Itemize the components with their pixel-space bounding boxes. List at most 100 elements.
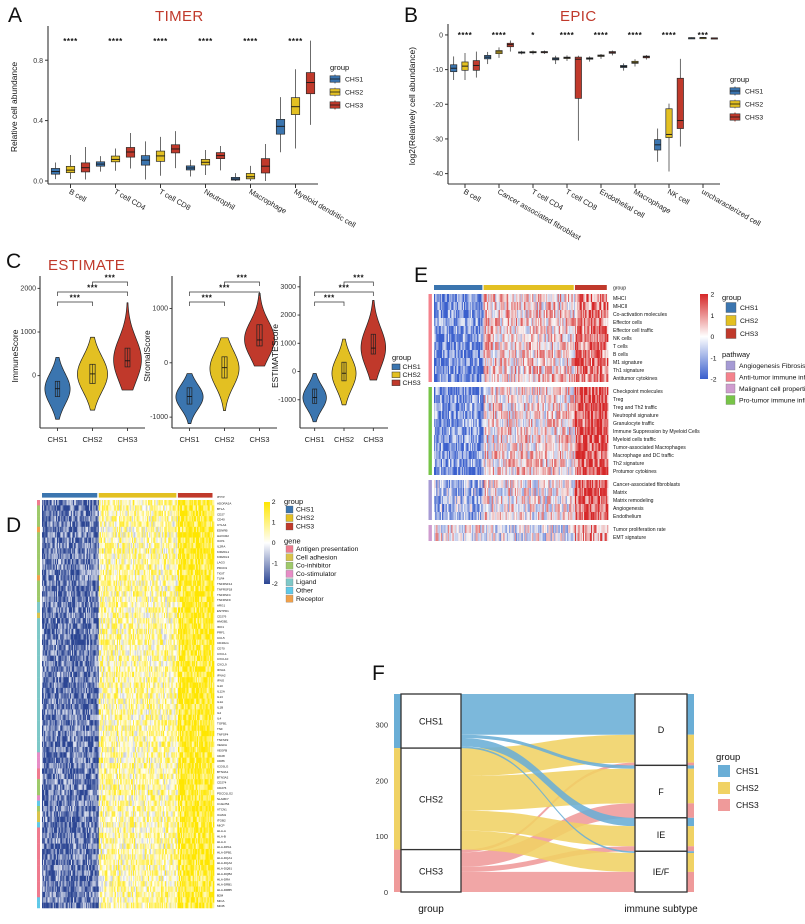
svg-text:group: group <box>613 286 626 292</box>
svg-text:group: group <box>217 495 225 499</box>
svg-text:0: 0 <box>292 369 296 376</box>
svg-text:-1000: -1000 <box>150 414 168 421</box>
svg-text:CHS1: CHS1 <box>179 435 199 444</box>
svg-text:CHS2: CHS2 <box>345 90 363 97</box>
svg-text:Immune Suppression by Myeloid: Immune Suppression by Myeloid Cells <box>613 429 700 435</box>
svg-text:MHCII: MHCII <box>613 304 627 310</box>
panel-a-title: TIMER <box>155 8 204 25</box>
svg-text:CHS3: CHS3 <box>117 435 137 444</box>
svg-text:CHS3: CHS3 <box>745 115 763 122</box>
panel-c-letter: C <box>6 250 22 273</box>
svg-text:ESTIMATEScore: ESTIMATEScore <box>270 324 280 388</box>
svg-text:CHS1: CHS1 <box>745 89 763 96</box>
svg-text:Endothelium: Endothelium <box>613 514 641 520</box>
svg-text:-20: -20 <box>433 102 443 109</box>
svg-text:1000: 1000 <box>20 329 36 336</box>
svg-text:-40: -40 <box>433 171 443 178</box>
svg-text:Neutrophil: Neutrophil <box>203 187 237 212</box>
svg-text:Myeloid cells traffic: Myeloid cells traffic <box>613 437 656 443</box>
svg-text:3000: 3000 <box>280 284 296 291</box>
svg-text:CHS2: CHS2 <box>334 435 354 444</box>
svg-text:***: *** <box>353 274 364 283</box>
svg-text:0.0: 0.0 <box>33 179 43 186</box>
svg-text:-30: -30 <box>433 137 443 144</box>
svg-text:***: *** <box>202 294 213 303</box>
svg-text:NK cells: NK cells <box>613 336 632 342</box>
svg-text:*: * <box>531 31 535 40</box>
svg-text:Th2 signature: Th2 signature <box>613 461 644 467</box>
panel-d-letter: D <box>6 514 22 537</box>
svg-text:0.8: 0.8 <box>33 58 43 65</box>
svg-text:B cell: B cell <box>462 187 483 204</box>
svg-text:1: 1 <box>711 313 715 320</box>
svg-text:T cells: T cells <box>613 344 628 350</box>
svg-text:CHS3: CHS3 <box>249 435 269 444</box>
svg-text:****: **** <box>594 31 609 40</box>
panel-c-title: ESTIMATE <box>48 257 126 274</box>
svg-text:StromalScore: StromalScore <box>142 330 152 382</box>
panel-b-chart: 0-10-20-30-40**** **** * **** **** **** **** **… <box>407 24 763 243</box>
svg-text:-1: -1 <box>711 355 717 362</box>
svg-text:uncharacterized cell: uncharacterized cell <box>700 187 763 228</box>
svg-text:****: **** <box>198 37 213 46</box>
svg-text:Myeloid dendritic cell: Myeloid dendritic cell <box>293 187 358 230</box>
svg-text:Checkpoint molecules: Checkpoint molecules <box>613 389 663 395</box>
svg-text:Matrix remodeling: Matrix remodeling <box>613 498 654 504</box>
svg-text:group: group <box>722 293 741 302</box>
svg-text:Cancer-associated fibroblasts: Cancer-associated fibroblasts <box>613 482 681 488</box>
panel-c: C ESTIMATE 2000 1000 0 CHS1 CHS2 CHS3 *** *** **… <box>0 248 421 470</box>
svg-text:-10: -10 <box>433 67 443 74</box>
svg-text:CHS2: CHS2 <box>214 435 234 444</box>
panel-f-letter: F <box>372 662 385 685</box>
panel-e: E group MHCI MHCII Co-activation molecules E… <box>412 258 805 658</box>
svg-text:1000: 1000 <box>280 340 296 347</box>
svg-text:ADORA2A: ADORA2A <box>217 502 231 506</box>
svg-text:group: group <box>730 75 749 84</box>
svg-text:Neutrophil signature: Neutrophil signature <box>613 413 659 419</box>
svg-text:****: **** <box>288 37 303 46</box>
svg-text:CHS1: CHS1 <box>345 77 363 84</box>
panel-a-chart: 0.0 0.4 0.8 **** **** **** **** **** **** Relativ… <box>9 26 363 230</box>
svg-text:0.4: 0.4 <box>33 118 43 125</box>
svg-text:***: *** <box>105 274 116 283</box>
svg-text:CHS3: CHS3 <box>345 103 363 110</box>
svg-text:***: *** <box>237 274 248 283</box>
svg-text:Treg: Treg <box>613 397 623 403</box>
svg-text:****: **** <box>662 31 677 40</box>
svg-text:CHS1: CHS1 <box>305 435 325 444</box>
svg-text:***: *** <box>70 294 81 303</box>
svg-text:log2(Relatively cell abundance: log2(Relatively cell abundance) <box>407 47 417 165</box>
svg-text:-2: -2 <box>711 377 717 384</box>
svg-text:Protumor cytokines: Protumor cytokines <box>613 469 657 475</box>
svg-text:****: **** <box>560 31 575 40</box>
svg-text:CHS2: CHS2 <box>745 102 763 109</box>
panel-f: F 0 100 200 300 CHS1 CHS2 CHS3 D F IE IE/F group imm… <box>368 660 805 924</box>
svg-text:CHS2: CHS2 <box>82 435 102 444</box>
svg-text:Treg and Th2 traffic: Treg and Th2 traffic <box>613 405 658 411</box>
panel-b-letter: B <box>404 4 419 27</box>
svg-text:2: 2 <box>711 292 715 299</box>
svg-text:Pro-tumor immune infiltrate: Pro-tumor immune infiltrate <box>739 398 805 405</box>
svg-text:M1 signature: M1 signature <box>613 360 643 366</box>
svg-text:Anti-tumor immune infiltrate: Anti-tumor immune infiltrate <box>739 375 805 382</box>
svg-text:Angiogenesis Fibrosis: Angiogenesis Fibrosis <box>739 363 805 370</box>
svg-text:Macrophage and DC traffic: Macrophage and DC traffic <box>613 453 674 459</box>
svg-text:***: *** <box>698 31 709 40</box>
svg-text:****: **** <box>628 31 643 40</box>
svg-text:B cells: B cells <box>613 352 628 358</box>
svg-text:CHS3: CHS3 <box>363 435 383 444</box>
svg-text:****: **** <box>492 31 507 40</box>
svg-text:T cell CD8: T cell CD8 <box>158 187 193 212</box>
svg-text:-1000: -1000 <box>278 397 296 404</box>
svg-text:1000: 1000 <box>152 305 168 312</box>
svg-text:Tumor proliferation rate: Tumor proliferation rate <box>613 527 666 533</box>
svg-text:0: 0 <box>439 33 443 40</box>
panel-b-title: EPIC <box>560 8 597 25</box>
svg-text:Th1 signature: Th1 signature <box>613 368 644 374</box>
panel-b: B EPIC 0 -10 -20 -30 -40 **** **** * **** **** ***… <box>400 0 805 250</box>
svg-text:MHCI: MHCI <box>613 296 626 302</box>
panel-e-heatmap: group MHCI MHCII Co-activation molecules Eff… <box>428 285 805 541</box>
panel-d: D group ADORA2A BTLA CD27 CD40 CTLA4 EDNRB HAVC… <box>0 478 380 924</box>
svg-text:2000: 2000 <box>280 312 296 319</box>
